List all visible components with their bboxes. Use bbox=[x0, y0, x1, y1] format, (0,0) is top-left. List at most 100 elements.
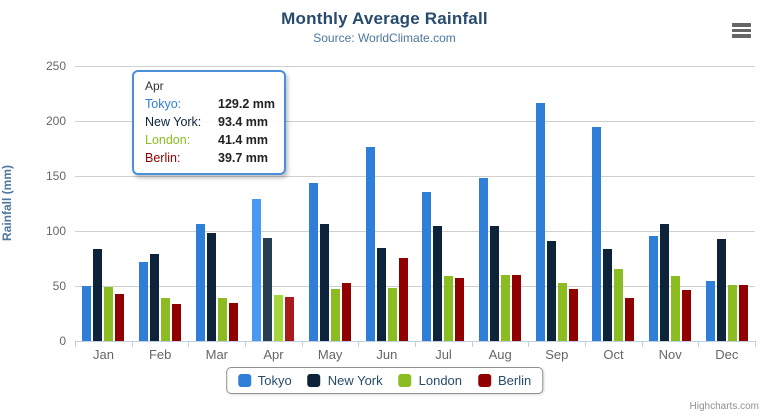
bar-berlin-mar[interactable] bbox=[228, 303, 238, 341]
x-axis-label: Jan bbox=[93, 347, 114, 362]
legend-swatch-icon bbox=[307, 374, 321, 387]
bar-london-may[interactable] bbox=[331, 289, 340, 341]
bar-berlin-dec[interactable] bbox=[738, 284, 748, 341]
x-axis-tick bbox=[471, 342, 473, 347]
x-axis-line bbox=[75, 341, 756, 342]
bar-tokyo-mar[interactable] bbox=[195, 223, 205, 341]
y-axis-label: 100 bbox=[45, 224, 66, 238]
x-axis-label: Apr bbox=[263, 347, 284, 362]
bar-london-sep[interactable] bbox=[557, 283, 567, 341]
y-axis-title: Rainfall (mm) bbox=[0, 165, 14, 242]
x-axis-tick bbox=[245, 342, 246, 347]
tooltip-series-value: 129.2 mm bbox=[218, 97, 275, 111]
tooltip-series-name: Berlin: bbox=[145, 151, 181, 165]
bar-london-jan[interactable] bbox=[104, 287, 114, 341]
tooltip-series-value: 41.4 mm bbox=[218, 133, 269, 147]
x-axis-label: Mar bbox=[205, 347, 229, 362]
bar-london-dec[interactable] bbox=[727, 284, 737, 341]
export-menu-button[interactable] bbox=[730, 21, 753, 40]
x-axis-tick bbox=[415, 342, 416, 347]
gridline bbox=[75, 121, 755, 122]
bar-new-york-nov[interactable] bbox=[660, 223, 669, 341]
bar-london-feb[interactable] bbox=[161, 298, 170, 341]
tooltip-series-name: Tokyo: bbox=[145, 97, 182, 111]
x-axis-label: Nov bbox=[658, 347, 682, 362]
gridline bbox=[75, 231, 755, 232]
x-axis-tick bbox=[301, 342, 303, 347]
x-axis-label: Sep bbox=[545, 347, 569, 362]
bar-tokyo-jul[interactable] bbox=[422, 191, 432, 341]
gridline bbox=[75, 176, 755, 177]
x-axis-label: Aug bbox=[488, 347, 512, 362]
bar-tokyo-jan[interactable] bbox=[82, 286, 92, 341]
bar-new-york-mar[interactable] bbox=[206, 232, 216, 341]
bar-new-york-feb[interactable] bbox=[150, 254, 159, 341]
bar-berlin-jun[interactable] bbox=[398, 257, 408, 341]
bar-tokyo-aug[interactable] bbox=[479, 177, 488, 341]
bar-tokyo-feb[interactable] bbox=[139, 262, 148, 341]
bar-berlin-may[interactable] bbox=[342, 283, 351, 341]
bar-berlin-aug[interactable] bbox=[512, 274, 521, 341]
y-axis-label: 0 bbox=[59, 334, 66, 348]
tooltip-series-name: London: bbox=[145, 133, 191, 147]
bar-new-york-aug[interactable] bbox=[490, 226, 499, 341]
bar-new-york-sep[interactable] bbox=[546, 240, 556, 341]
bar-london-aug[interactable] bbox=[501, 275, 510, 341]
bar-new-york-jul[interactable] bbox=[433, 225, 443, 341]
bar-london-jun[interactable] bbox=[387, 287, 397, 341]
bar-new-york-jun[interactable] bbox=[376, 248, 386, 341]
bar-new-york-may[interactable] bbox=[320, 224, 329, 341]
tooltip-series-value: 93.4 mm bbox=[218, 115, 269, 129]
bar-berlin-apr[interactable] bbox=[285, 297, 295, 341]
bar-london-oct[interactable] bbox=[614, 269, 624, 341]
bar-london-mar[interactable] bbox=[217, 297, 227, 341]
x-axis-label: Oct bbox=[603, 347, 624, 362]
legend-label: Tokyo bbox=[257, 373, 292, 388]
bar-berlin-jul[interactable] bbox=[455, 277, 465, 341]
bar-tokyo-nov[interactable] bbox=[649, 235, 658, 341]
x-axis-label: Dec bbox=[715, 347, 739, 362]
bar-new-york-dec[interactable] bbox=[716, 239, 726, 341]
bar-berlin-sep[interactable] bbox=[568, 288, 578, 341]
bar-berlin-nov[interactable] bbox=[682, 289, 691, 341]
tooltip-series-value: 39.7 mm bbox=[218, 151, 269, 165]
bar-tokyo-jun[interactable] bbox=[365, 147, 375, 341]
legend-item-london[interactable]: London bbox=[398, 373, 462, 388]
bar-berlin-feb[interactable] bbox=[172, 304, 181, 341]
gridline bbox=[75, 66, 755, 67]
x-axis-tick bbox=[755, 342, 756, 347]
bar-new-york-jan[interactable] bbox=[93, 249, 103, 341]
bar-london-apr[interactable] bbox=[274, 295, 284, 341]
x-axis-tick bbox=[358, 342, 360, 347]
bar-tokyo-sep[interactable] bbox=[535, 102, 545, 341]
tooltip-title: Apr bbox=[145, 79, 164, 93]
legend-item-berlin[interactable]: Berlin bbox=[478, 373, 531, 388]
x-axis-tick bbox=[698, 342, 700, 347]
y-axis-label: 250 bbox=[45, 59, 66, 73]
tooltip-rows: Tokyo: 129.2 mm New York: 93.4 mm London: 41.… bbox=[145, 97, 275, 165]
bar-tokyo-may[interactable] bbox=[309, 182, 318, 341]
bar-london-jul[interactable] bbox=[444, 276, 454, 341]
bar-new-york-oct[interactable] bbox=[603, 249, 613, 341]
legend-swatch-icon bbox=[237, 374, 251, 387]
x-axis-tick bbox=[131, 342, 133, 347]
x-axis-tick bbox=[188, 342, 190, 347]
legend-item-tokyo[interactable]: Tokyo bbox=[237, 373, 292, 388]
bar-london-nov[interactable] bbox=[671, 275, 680, 341]
y-axis-label: 200 bbox=[45, 114, 66, 128]
x-axis-tick bbox=[585, 342, 586, 347]
bar-berlin-oct[interactable] bbox=[625, 297, 635, 341]
legend-item-new-york[interactable]: New York bbox=[307, 373, 383, 388]
bar-berlin-jan[interactable] bbox=[115, 294, 125, 341]
bar-tokyo-oct[interactable] bbox=[592, 127, 602, 341]
x-axis-tick bbox=[528, 342, 530, 347]
y-axis-label: 150 bbox=[45, 169, 66, 183]
hamburger-icon bbox=[732, 23, 751, 27]
bar-tokyo-apr[interactable] bbox=[252, 198, 262, 341]
hamburger-icon bbox=[732, 34, 751, 38]
y-axis-label: 50 bbox=[52, 279, 66, 293]
bar-new-york-apr[interactable] bbox=[263, 238, 273, 341]
credits-link[interactable]: Highcharts.com bbox=[689, 401, 759, 412]
chart-subtitle: Source: WorldClimate.com bbox=[313, 31, 456, 45]
bar-tokyo-dec[interactable] bbox=[705, 281, 715, 341]
